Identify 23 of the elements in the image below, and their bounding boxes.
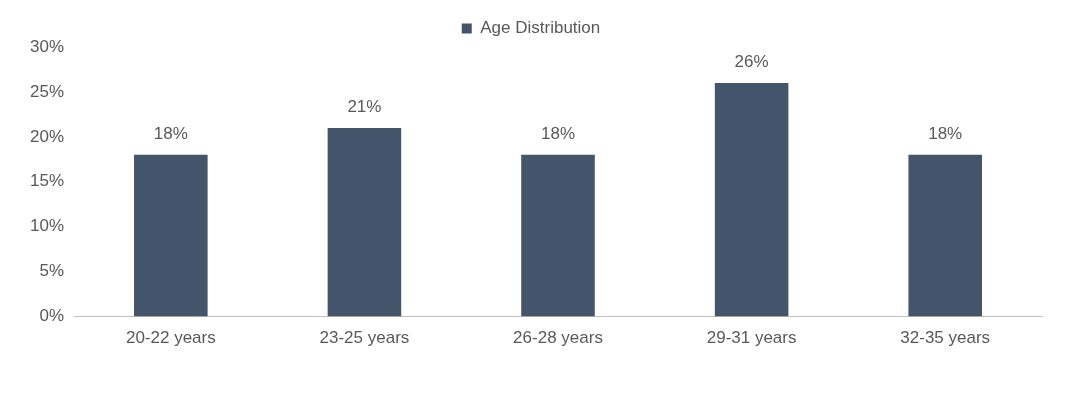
text: 26% [734, 52, 769, 72]
bar [714, 82, 789, 317]
y-tick-label: 15% [29, 171, 65, 191]
text: 21% [347, 97, 382, 117]
x-tick-label: 29-31 years [706, 328, 797, 348]
text: 18% [928, 124, 963, 144]
x-tick-label: 26-28 years [513, 328, 603, 348]
y-tick-label: 0% [39, 306, 65, 326]
y-tick-label: 10% [29, 216, 65, 236]
y-tick-label: 5% [39, 261, 65, 281]
bar [521, 154, 595, 317]
x-tick-label: 23-25 years [319, 328, 410, 348]
text: 18% [541, 124, 576, 144]
y-tick-label: 25% [29, 81, 65, 101]
x-tick-label: 20-22 years [125, 328, 216, 348]
bar [327, 127, 402, 317]
x-tick-label: 32-35 years [900, 328, 991, 348]
y-tick-label: 20% [29, 126, 65, 146]
legend-label: Age Distribution [480, 18, 601, 38]
bar [908, 154, 982, 317]
text: 18% [153, 124, 188, 144]
y-tick-label: 30% [29, 36, 65, 56]
bar [134, 154, 208, 317]
